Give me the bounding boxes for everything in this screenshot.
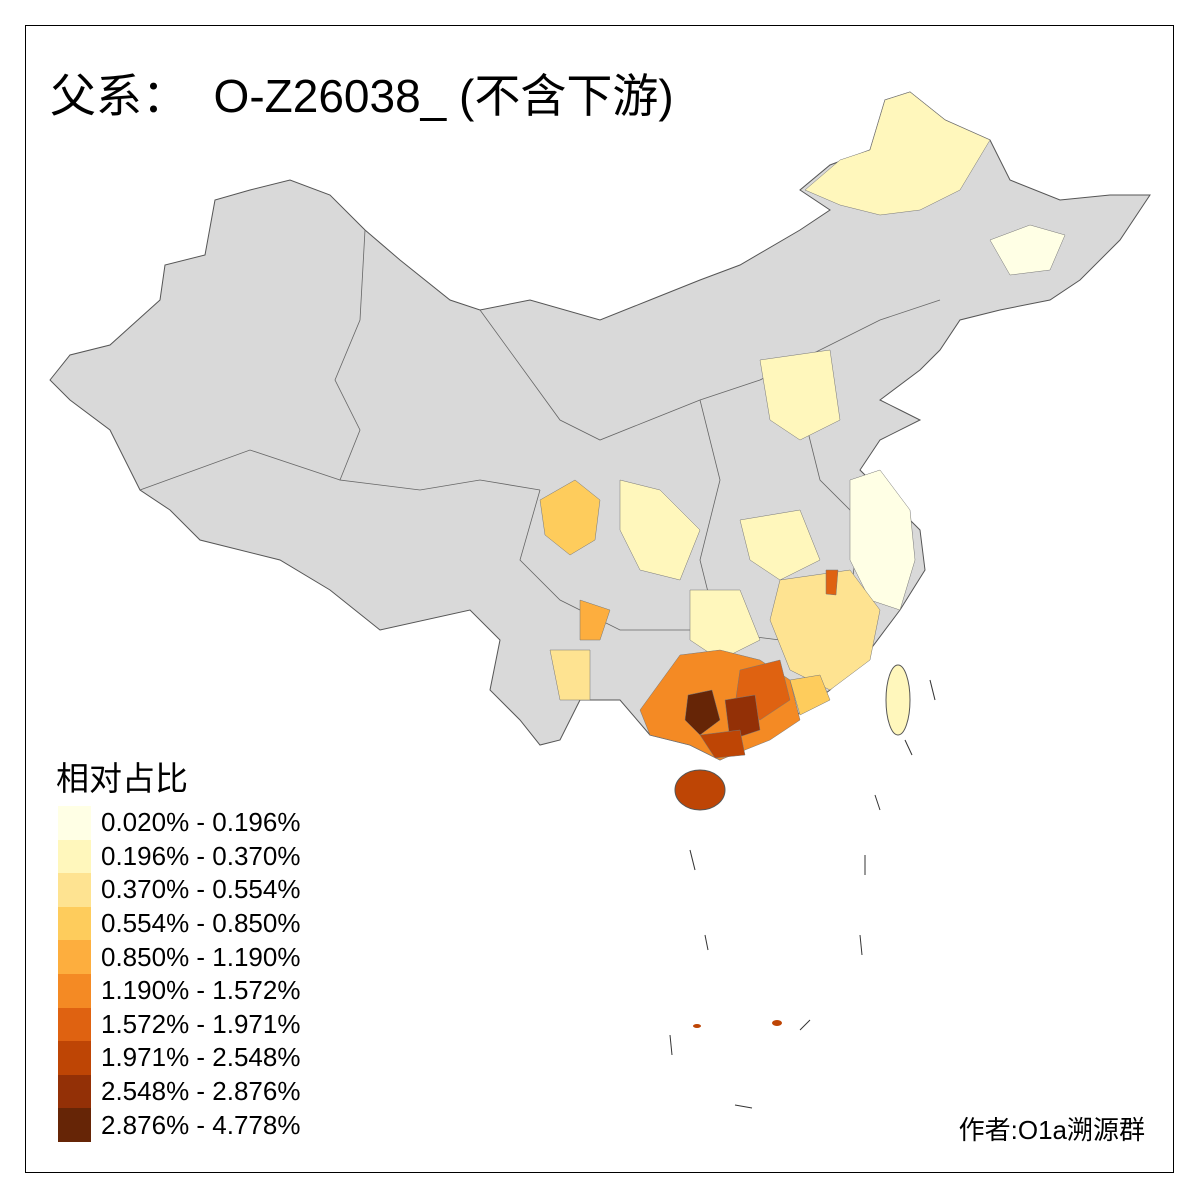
legend-label: 1.572% - 1.971% — [101, 1008, 301, 1039]
legend-item: 0.196% - 0.370% — [58, 839, 301, 874]
legend-item: 1.572% - 1.971% — [58, 1007, 301, 1042]
legend-swatch — [58, 839, 91, 874]
hainan-island — [674, 769, 726, 811]
legend-swatch — [58, 906, 91, 941]
author-credit: 作者:O1a溯源群 — [958, 1115, 1145, 1145]
south-china-sea-islands — [669, 679, 936, 1109]
legend: 0.020% - 0.196% 0.196% - 0.370% 0.370% - 0… — [58, 806, 300, 1142]
legend-label: 0.020% - 0.196% — [101, 807, 301, 838]
legend-label: 1.190% - 1.572% — [101, 975, 301, 1006]
legend-swatch — [58, 1007, 91, 1042]
region-fills — [539, 91, 1066, 761]
legend-item: 0.020% - 0.196% — [58, 806, 300, 840]
legend-swatch — [58, 973, 91, 1008]
legend-item: 1.971% - 2.548% — [58, 1041, 300, 1075]
island-nansha — [772, 1020, 782, 1026]
legend-label: 2.548% - 2.876% — [101, 1076, 301, 1107]
legend-label: 0.370% - 0.554% — [101, 874, 301, 905]
legend-swatch — [58, 1074, 91, 1109]
legend-label: 0.554% - 0.850% — [101, 908, 301, 939]
legend-item: 2.548% - 2.876% — [58, 1074, 301, 1109]
taiwan-island — [885, 664, 911, 736]
legend-swatch — [58, 1041, 91, 1075]
map-title: 父系： O-Z26038_ (不含下游) — [50, 70, 674, 122]
legend-swatch — [58, 873, 91, 907]
legend-label: 1.971% - 2.548% — [101, 1042, 301, 1073]
legend-item: 0.370% - 0.554% — [58, 873, 300, 907]
china-mainland — [49, 91, 1151, 761]
legend-swatch — [58, 940, 91, 974]
legend-label: 2.876% - 4.778% — [101, 1109, 301, 1140]
legend-swatch — [58, 1108, 91, 1142]
legend-label: 0.850% - 1.190% — [101, 941, 301, 972]
legend-title: 相对占比 — [56, 759, 188, 798]
legend-item: 0.554% - 0.850% — [58, 906, 301, 941]
legend-label: 0.196% - 0.370% — [101, 840, 301, 871]
map-frame — [25, 25, 1174, 1173]
legend-swatch — [58, 806, 91, 840]
legend-item: 2.876% - 4.778% — [58, 1108, 300, 1142]
legend-item: 1.190% - 1.572% — [58, 973, 301, 1008]
legend-item: 0.850% - 1.190% — [58, 940, 300, 974]
island-xisha — [693, 1024, 701, 1028]
